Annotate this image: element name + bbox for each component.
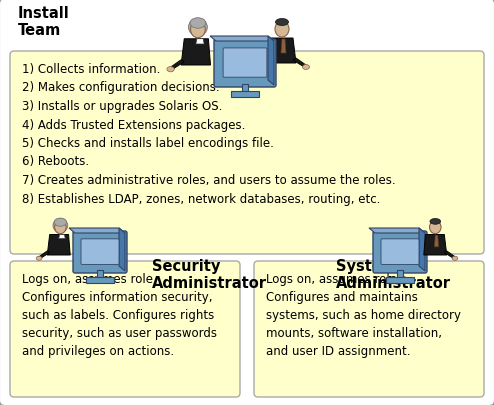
Ellipse shape (430, 219, 441, 225)
Polygon shape (196, 40, 204, 45)
Polygon shape (268, 37, 274, 86)
Polygon shape (210, 37, 274, 42)
Polygon shape (444, 251, 455, 259)
FancyBboxPatch shape (254, 261, 484, 397)
FancyBboxPatch shape (397, 270, 403, 278)
FancyBboxPatch shape (10, 261, 240, 397)
Text: Install
Team: Install Team (18, 6, 70, 38)
Polygon shape (47, 235, 70, 256)
Polygon shape (181, 40, 210, 66)
Ellipse shape (53, 219, 68, 233)
Polygon shape (69, 228, 125, 233)
Ellipse shape (55, 221, 66, 234)
Polygon shape (293, 59, 306, 68)
Ellipse shape (302, 65, 310, 70)
FancyBboxPatch shape (373, 231, 427, 273)
Polygon shape (170, 61, 184, 70)
Text: Security
Administrator: Security Administrator (152, 258, 267, 291)
Text: Logs on, assumes role.
Configures information security,
such as labels. Configur: Logs on, assumes role. Configures inform… (22, 272, 217, 357)
Ellipse shape (430, 221, 441, 234)
FancyBboxPatch shape (381, 239, 419, 265)
Polygon shape (59, 235, 65, 239)
FancyBboxPatch shape (97, 270, 103, 278)
Text: Logs on, assumes role.
Configures and maintains
systems, such as home directory
: Logs on, assumes role. Configures and ma… (266, 272, 461, 357)
Polygon shape (419, 228, 425, 271)
Polygon shape (119, 228, 125, 271)
FancyBboxPatch shape (86, 277, 114, 284)
FancyBboxPatch shape (214, 40, 276, 88)
Polygon shape (268, 39, 296, 64)
FancyBboxPatch shape (10, 52, 484, 254)
Ellipse shape (190, 19, 206, 29)
Polygon shape (39, 251, 50, 259)
Polygon shape (434, 236, 439, 247)
Ellipse shape (276, 19, 288, 26)
Ellipse shape (36, 257, 42, 261)
Ellipse shape (54, 219, 67, 227)
Ellipse shape (275, 22, 289, 38)
FancyBboxPatch shape (242, 85, 248, 93)
Ellipse shape (452, 257, 458, 261)
Text: System
Administrator: System Administrator (336, 258, 451, 291)
Polygon shape (424, 235, 447, 256)
Polygon shape (369, 228, 425, 233)
FancyBboxPatch shape (73, 231, 127, 273)
Ellipse shape (191, 22, 205, 38)
FancyBboxPatch shape (386, 277, 414, 284)
Ellipse shape (167, 67, 174, 72)
Ellipse shape (188, 19, 207, 37)
FancyBboxPatch shape (231, 92, 259, 98)
Text: 1) Collects information.
2) Makes configuration decisions.
3) Installs or upgrad: 1) Collects information. 2) Makes config… (22, 63, 396, 205)
FancyBboxPatch shape (223, 49, 267, 78)
Polygon shape (281, 40, 286, 54)
FancyBboxPatch shape (81, 239, 119, 265)
